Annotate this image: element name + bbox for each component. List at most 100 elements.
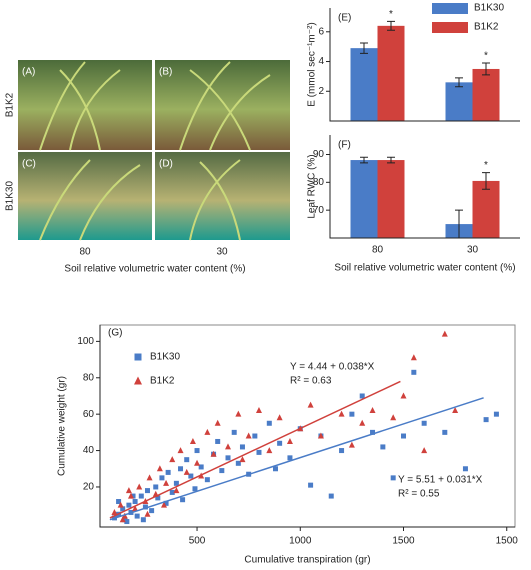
bar — [377, 160, 405, 238]
point — [462, 466, 468, 472]
point — [134, 353, 142, 361]
point — [132, 499, 138, 505]
point — [194, 448, 200, 454]
point — [149, 508, 155, 514]
point — [219, 468, 225, 474]
point — [410, 354, 417, 361]
point — [359, 419, 366, 426]
legend-label: B1K2 — [150, 376, 175, 387]
error-bar — [360, 156, 368, 164]
point — [127, 492, 134, 499]
y-tick-label: 100 — [77, 336, 94, 347]
point — [317, 432, 324, 439]
point — [390, 475, 396, 481]
x-tick-label: 30 — [467, 245, 479, 256]
point — [159, 475, 165, 481]
point — [287, 455, 293, 461]
point — [214, 419, 221, 426]
point — [142, 504, 148, 510]
point — [132, 505, 139, 512]
y-tick-label: 4 — [318, 56, 324, 67]
point — [215, 438, 221, 444]
significance-mark: * — [484, 51, 488, 62]
x-axis-label: Cumulative transpiration (gr) — [244, 555, 370, 566]
point — [235, 410, 242, 417]
bar — [445, 82, 473, 121]
photo — [155, 60, 290, 150]
axis-line — [99, 325, 515, 528]
point — [348, 441, 355, 448]
fit-equation: Y = 5.51 + 0.031*X — [398, 475, 483, 486]
point — [255, 407, 262, 414]
point — [140, 517, 146, 523]
point — [183, 468, 190, 475]
point — [266, 447, 273, 454]
point — [124, 519, 130, 525]
y-tick-label: 40 — [83, 445, 95, 456]
column-label: 30 — [216, 247, 228, 258]
point — [189, 437, 196, 444]
point — [125, 487, 132, 494]
y-tick-label: 6 — [318, 26, 324, 37]
point — [308, 482, 314, 488]
point — [252, 433, 258, 439]
y-tick-label: 90 — [313, 149, 325, 160]
axis-line — [329, 8, 520, 122]
point — [134, 513, 140, 519]
point — [144, 510, 151, 517]
panel-label: (C) — [22, 159, 36, 170]
point — [380, 444, 386, 450]
point — [493, 411, 499, 417]
row-label: B1K2 — [5, 92, 16, 117]
point — [401, 433, 407, 439]
x-tick-label: 80 — [372, 245, 384, 256]
panel-label: (F) — [338, 140, 351, 151]
point — [339, 448, 345, 454]
point — [272, 466, 278, 472]
significance-mark: * — [484, 160, 488, 171]
bar — [472, 68, 500, 121]
y-tick-label: 60 — [83, 409, 95, 420]
point — [192, 486, 198, 492]
point — [126, 502, 132, 508]
point — [245, 432, 252, 439]
photos: (A) (B) (C) (D) B1K2 B1K30 80 30 Soil re… — [5, 60, 290, 275]
y-tick-label: 80 — [83, 372, 95, 383]
point — [204, 477, 210, 483]
y-axis-label: Leaf RWC (%) — [307, 154, 318, 218]
point — [266, 420, 272, 426]
point — [239, 444, 245, 450]
fit-equation: Y = 4.44 + 0.038*X — [290, 362, 375, 373]
point — [130, 493, 136, 499]
point — [483, 417, 489, 423]
legend-swatch — [432, 22, 468, 33]
x-axis-label: Soil relative volumetric water content (… — [334, 263, 515, 274]
point — [256, 449, 262, 455]
column-label: 80 — [79, 247, 91, 258]
point — [198, 464, 204, 470]
error-bar — [455, 77, 463, 88]
error-bar — [360, 42, 368, 54]
point — [180, 497, 186, 503]
legend-label: B1K30 — [150, 352, 180, 363]
panel-label: (B) — [159, 67, 172, 78]
point — [442, 429, 448, 435]
point — [276, 414, 283, 421]
point — [235, 460, 241, 466]
point — [178, 466, 184, 472]
point — [163, 479, 170, 486]
bar — [472, 180, 500, 238]
point — [111, 508, 118, 515]
point — [144, 488, 150, 494]
x-tick-label: 1500 — [496, 536, 519, 547]
fit-r2: R² = 0.63 — [290, 376, 332, 387]
point — [441, 330, 448, 337]
point — [421, 420, 427, 426]
y-axis-label: E (mmol sec⁻¹m⁻²) — [307, 22, 318, 106]
point — [239, 456, 246, 463]
point — [359, 393, 365, 399]
point — [225, 455, 231, 461]
legend-label: B1K2 — [474, 22, 499, 33]
point — [169, 456, 176, 463]
